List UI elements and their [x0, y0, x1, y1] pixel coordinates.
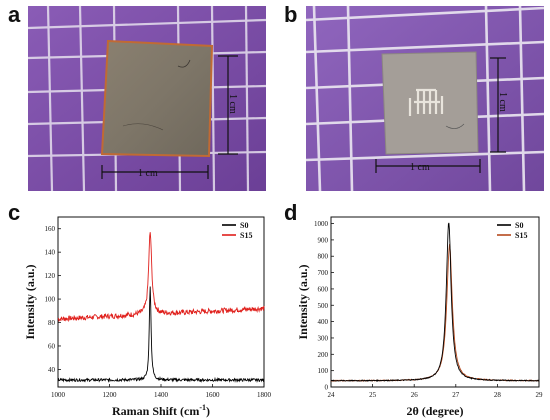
xrd-pattern-chart: 24 25 26 27 28 29 0 100 200 300 400 500 600 700 800 900… — [296, 216, 544, 418]
scale-bar-horizontal — [101, 165, 209, 179]
raman-spectrum-chart: 1000 1200 1400 1600 1800 40 60 80 100 120 140 160 In… — [23, 216, 272, 418]
legend-label-s0: S0 — [240, 221, 248, 230]
y-tick-label: 160 — [45, 225, 56, 233]
plot-frame — [57, 216, 265, 388]
scale-label-horizontal: 1 cm — [410, 162, 430, 173]
y-tick-label: 100 — [45, 296, 56, 304]
y-axis-title: Intensity (a.u.) — [296, 264, 310, 339]
x-tick-label: 26 — [411, 391, 419, 399]
series-line-s15 — [330, 243, 540, 382]
x-tick-label: 1600 — [206, 391, 221, 399]
series-line-s15 — [57, 232, 265, 323]
y-tick-label: 140 — [45, 249, 56, 257]
x-tick-label: 1200 — [103, 391, 118, 399]
legend-label-s0: S0 — [515, 221, 523, 230]
y-tick-label: 100 — [318, 367, 329, 375]
panel-letter-b: b — [284, 2, 298, 27]
y-tick-label: 120 — [45, 272, 56, 280]
x-axis-title-text: Raman Shift (cm — [112, 404, 199, 418]
y-tick-label: 700 — [318, 269, 329, 277]
plot-frame — [330, 216, 540, 388]
y-tick-label: 80 — [48, 319, 56, 327]
y-tick-label: 200 — [318, 351, 329, 359]
y-tick-label: 600 — [318, 285, 329, 293]
x-axis-title-close: ) — [206, 404, 210, 418]
y-tick-label: 800 — [318, 253, 329, 261]
series-line-s0 — [330, 222, 540, 383]
y-tick-label: 900 — [318, 236, 329, 244]
x-axis-title: Raman Shift (cm-1) — [112, 403, 210, 418]
film-sample — [100, 39, 214, 158]
y-tick-label: 40 — [48, 366, 56, 374]
x-axis-title-sup: -1 — [199, 403, 206, 412]
y-tick-label: 0 — [325, 384, 329, 392]
chart-raman: 1000 1200 1400 1600 1800 40 60 80 100 120 140 160 In… — [0, 205, 275, 420]
y-tick-label: 500 — [318, 302, 329, 310]
x-tick-label: 25 — [369, 391, 377, 399]
x-tick-label: 1400 — [154, 391, 169, 399]
y-tick-label: 300 — [318, 334, 329, 342]
x-axis-title-text: 2θ (degree) — [406, 404, 463, 418]
x-tick-label: 24 — [328, 391, 336, 399]
scale-label-vertical: 1 cm — [497, 92, 508, 112]
y-tick-label: 60 — [48, 342, 56, 350]
photo-a: 1 cm 1 cm — [28, 6, 266, 191]
y-tick-label: 1000 — [314, 220, 329, 228]
x-tick-label: 27 — [452, 391, 460, 399]
scale-bar-vertical — [490, 57, 506, 153]
legend-label-s15: S15 — [515, 231, 527, 240]
y-axis-title: Intensity (a.u.) — [23, 264, 37, 339]
x-tick-label: 1000 — [51, 391, 66, 399]
x-axis-title: 2θ (degree) — [406, 404, 463, 418]
scale-bar-vertical — [218, 55, 238, 155]
photo-b: 1 cm 1 cm — [306, 6, 544, 191]
x-tick-label: 29 — [536, 391, 544, 399]
panel-letter-a: a — [8, 2, 21, 27]
x-tick-label: 28 — [494, 391, 502, 399]
interdigital-electrode-pattern — [408, 88, 444, 116]
scale-bar-horizontal — [375, 159, 481, 173]
scale-label-vertical: 1 cm — [227, 94, 238, 114]
panel-letter-d: d — [284, 200, 298, 225]
series-line-s0 — [57, 286, 265, 383]
x-tick-label: 1800 — [257, 391, 272, 399]
panel-letter-c: c — [8, 200, 21, 225]
legend-label-s15: S15 — [240, 231, 252, 240]
chart-xrd: 24 25 26 27 28 29 0 100 200 300 400 500 600 700 800 900… — [275, 205, 550, 420]
scale-label-horizontal: 1 cm — [138, 168, 158, 179]
y-tick-label: 400 — [318, 318, 329, 326]
